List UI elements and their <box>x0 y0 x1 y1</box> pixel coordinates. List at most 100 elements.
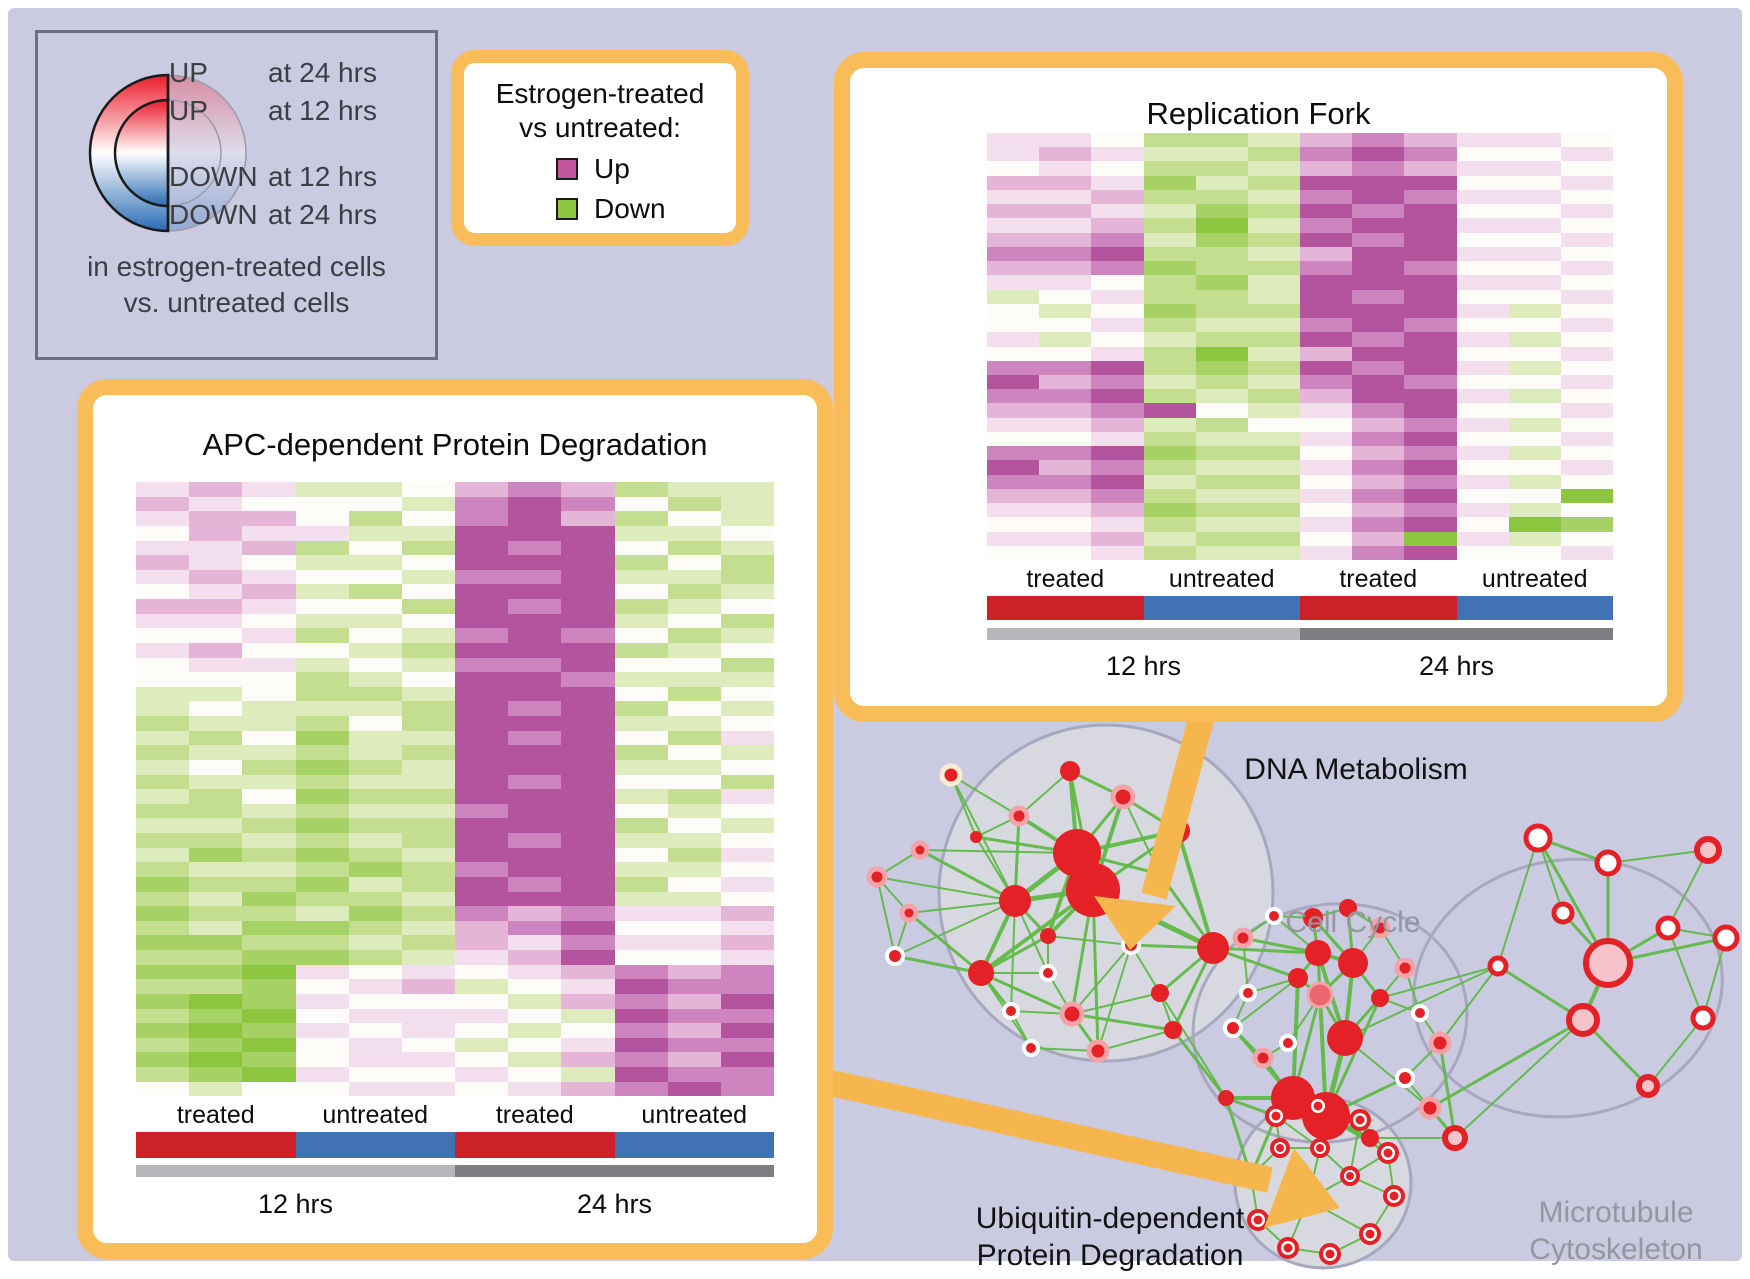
heatmap-cell <box>1456 460 1509 475</box>
heatmap-row <box>987 189 1614 205</box>
heatmap-cell <box>508 759 562 775</box>
network-node <box>1394 957 1416 979</box>
heatmap-cell <box>1195 246 1248 262</box>
heatmap-cell <box>348 1052 402 1067</box>
time-group-label: 24 hrs <box>576 1189 653 1219</box>
heatmap-cell <box>1560 133 1614 148</box>
heatmap-cell <box>508 847 562 863</box>
heatmap-row <box>136 482 775 497</box>
heatmap-cell <box>667 525 721 541</box>
heatmap-cell <box>1247 246 1301 262</box>
heatmap-row <box>987 417 1614 432</box>
heatmap-cell <box>242 642 296 658</box>
network-node <box>1164 1021 1182 1039</box>
heatmap-cell <box>1195 389 1248 404</box>
condition-group-label: untreated <box>322 1101 429 1129</box>
heatmap-cell <box>667 920 721 936</box>
heatmap-cell <box>1508 488 1561 504</box>
heatmap-cell <box>1456 303 1509 319</box>
heatmap-cell <box>401 686 456 702</box>
heatmap-cell <box>614 993 668 1009</box>
heatmap-cell <box>1508 189 1561 205</box>
heatmap-cell <box>1039 232 1092 247</box>
heatmap-cell <box>614 876 668 892</box>
heatmap-cell <box>242 555 296 570</box>
heatmap-cell <box>401 745 456 760</box>
heatmap-cell <box>1247 289 1301 304</box>
network-edge <box>1071 992 1161 1015</box>
heatmap-row <box>987 175 1614 190</box>
heatmap-cell <box>508 818 562 833</box>
heatmap-row <box>136 745 775 760</box>
treated-bar <box>1300 596 1457 620</box>
circle-legend-footer-2: vs. untreated cells <box>123 287 350 318</box>
heatmap-cell <box>614 906 668 921</box>
heatmap-cell <box>1247 204 1301 219</box>
heatmap-cell <box>189 716 243 731</box>
heatmap-cell <box>1508 545 1561 561</box>
heatmap-cell <box>720 701 775 716</box>
heatmap-cell <box>136 789 190 804</box>
network-node <box>1566 1003 1600 1037</box>
heatmap-cell <box>561 833 615 848</box>
heatmap-cell <box>1143 374 1196 390</box>
heatmap-cell <box>720 496 775 512</box>
network-edge <box>1454 1019 1584 1139</box>
heatmap-cell <box>348 920 402 936</box>
heatmap-cell <box>295 701 349 716</box>
heatmap-cell <box>508 686 562 702</box>
heatmap-row <box>987 232 1614 247</box>
up-label: Up <box>594 153 630 184</box>
heatmap-row <box>136 920 775 936</box>
network-edge <box>1379 965 1499 999</box>
heatmap-cell <box>455 876 509 892</box>
heatmap-cell <box>987 204 1040 219</box>
rf-time-labels: 12 hrs 24 hrs <box>987 651 1613 682</box>
heatmap-cell <box>401 818 456 833</box>
heatmap-cell <box>136 1052 190 1067</box>
heatmap-cell <box>1143 389 1196 404</box>
heatmap-cell <box>1195 289 1248 304</box>
network-node <box>968 960 994 986</box>
heatmap-cell <box>720 628 775 643</box>
heatmap-cell <box>987 374 1040 390</box>
heatmap-cell <box>189 496 243 512</box>
heatmap-cell <box>720 964 775 980</box>
heatmap-cell <box>561 1052 615 1067</box>
heatmap-cell <box>614 935 668 950</box>
heatmap-cell <box>189 745 243 760</box>
heatmap-cell <box>189 964 243 980</box>
heatmap-cell <box>1143 403 1196 418</box>
heatmap-cell <box>189 920 243 936</box>
heatmap-cell <box>242 862 296 877</box>
heatmap-cell <box>189 628 243 643</box>
heatmap-cell <box>1143 275 1196 290</box>
heatmap-cell <box>1560 275 1614 290</box>
heatmap-cell <box>561 979 615 994</box>
heatmap-cell <box>987 289 1040 304</box>
time-group-label: 12 hrs <box>257 1189 334 1219</box>
heatmap-cell <box>1039 332 1092 347</box>
heatmap-cell <box>1404 218 1457 233</box>
heatmap-cell <box>1143 232 1196 247</box>
heatmap-cell <box>455 701 509 716</box>
heatmap-row <box>136 964 775 980</box>
heatmap-cell <box>1508 204 1561 219</box>
network-node-core <box>1313 1101 1323 1111</box>
condition-group-label: treated <box>1339 565 1418 593</box>
network-edge <box>908 900 1016 914</box>
heatmap-cell <box>1300 318 1353 333</box>
heatmap-cell <box>295 584 349 599</box>
network-diagram <box>828 704 1740 1270</box>
heatmap-cell <box>1247 189 1301 205</box>
heatmap-cell <box>561 759 615 775</box>
heatmap-cell <box>561 964 615 980</box>
untreated-bar <box>1456 596 1613 620</box>
heatmap-cell <box>1091 474 1144 489</box>
heatmap-cell <box>1300 275 1353 290</box>
heatmap-cell <box>614 584 668 599</box>
heatmap-cell <box>401 1067 456 1082</box>
heatmap-cell <box>455 657 509 673</box>
heatmap-row <box>987 389 1614 404</box>
heatmap-cell <box>455 511 509 526</box>
